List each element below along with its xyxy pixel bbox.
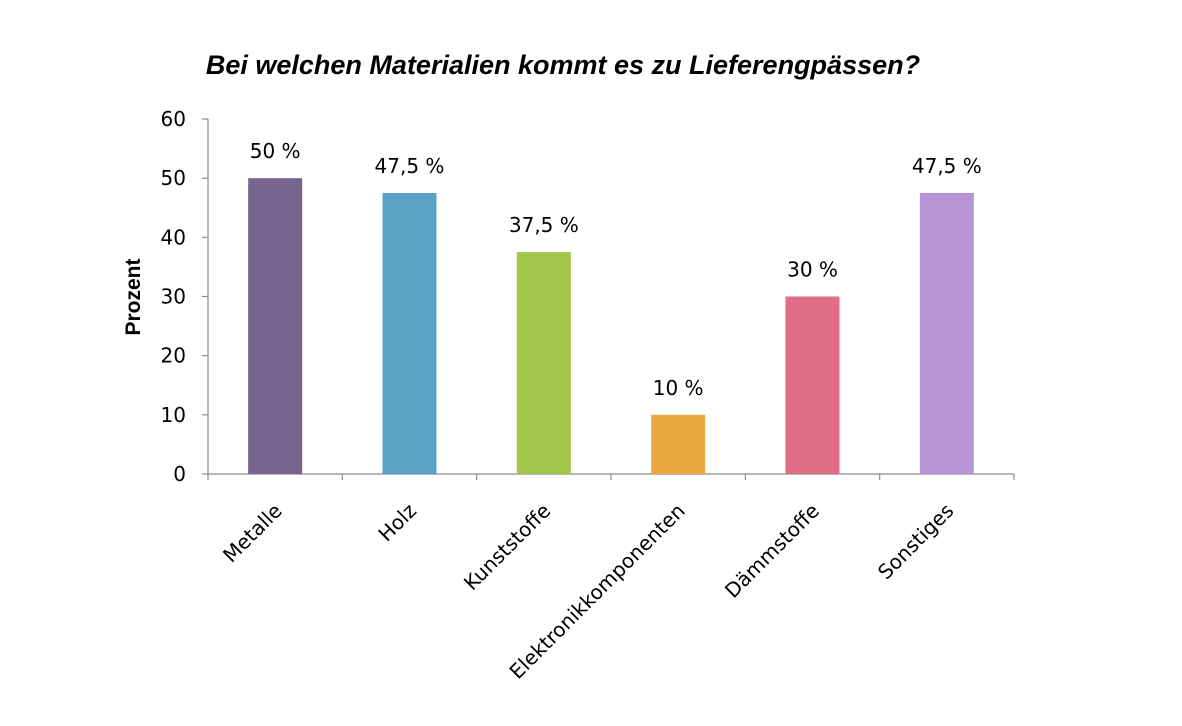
data-label: 10 % [653, 376, 704, 400]
y-tick-label: 20 [161, 344, 186, 368]
y-tick-label: 40 [161, 225, 186, 249]
x-category-label: Dämmstoffe [720, 499, 824, 603]
bar [517, 252, 571, 474]
data-labels: 50 % 47,5 % 37,5 % 10 % 30 % 47,5 % [250, 139, 982, 400]
bar [248, 178, 302, 474]
y-axis-label: Prozent [122, 258, 145, 335]
data-label: 50 % [250, 139, 301, 163]
y-tick-label: 50 [161, 166, 186, 190]
x-category-label: Holz [373, 499, 421, 547]
y-ticks: 0 10 20 30 40 50 60 [161, 107, 208, 486]
y-tick-label: 0 [173, 462, 186, 486]
x-category-label: Sonstiges [873, 499, 958, 584]
bar [920, 193, 974, 474]
data-label: 37,5 % [509, 213, 579, 237]
x-category-label: Metalle [218, 499, 287, 568]
x-category-label: Kunststoffe [459, 499, 555, 595]
data-label: 47,5 % [375, 154, 445, 178]
bar [383, 193, 437, 474]
data-label: 47,5 % [912, 154, 982, 178]
axes [208, 119, 1014, 474]
chart-title: Bei welchen Materialien kommt es zu Lief… [206, 50, 920, 80]
bar [651, 415, 705, 474]
category-labels: Metalle Holz KunststoffeElektronikkomponen… [218, 499, 958, 684]
data-label: 30 % [787, 258, 838, 282]
y-tick-label: 30 [161, 285, 186, 309]
x-ticks [208, 474, 1014, 480]
bars [248, 178, 974, 474]
y-tick-label: 60 [161, 107, 186, 131]
bar [786, 297, 840, 475]
bar-chart: Bei welchen Materialien kommt es zu Lief… [0, 0, 1182, 726]
y-tick-label: 10 [161, 403, 186, 427]
